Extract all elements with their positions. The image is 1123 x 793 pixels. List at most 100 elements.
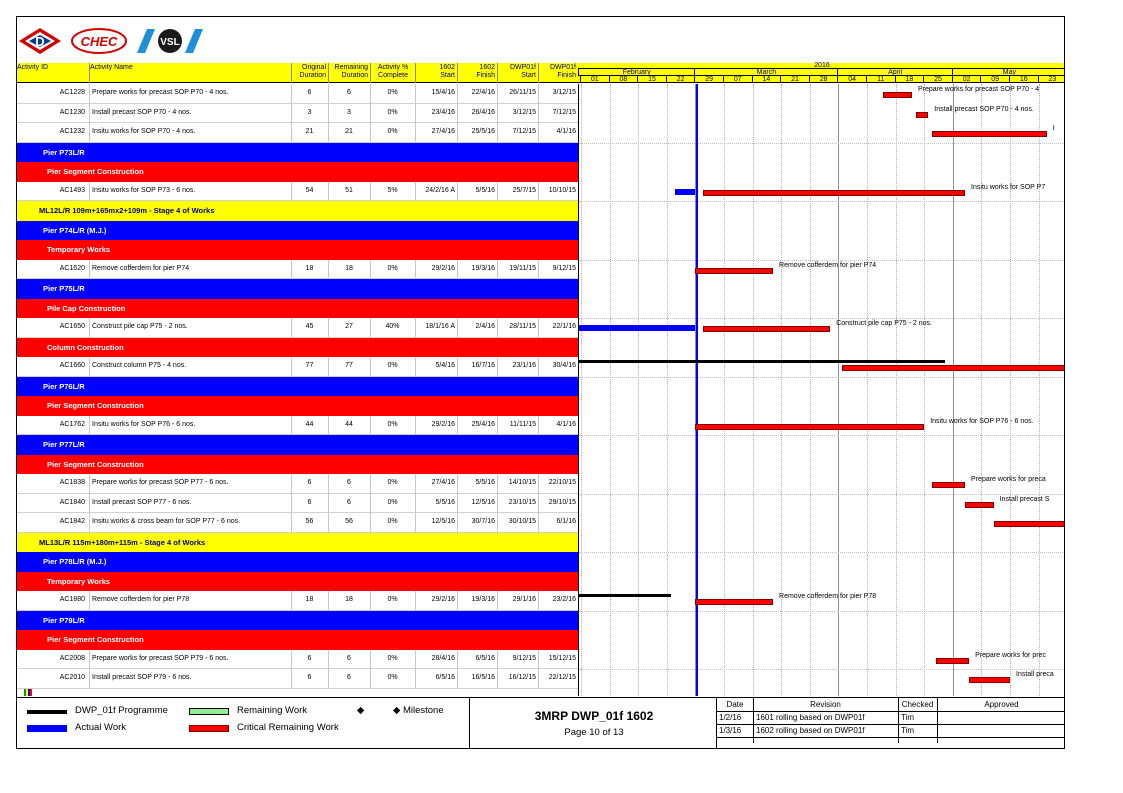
timeline-week-label: 16 xyxy=(1009,76,1038,83)
header-1602-start[interactable]: 1602 Start xyxy=(415,63,457,83)
activity-row[interactable]: AC1762 Insitu works for SOP P76 - 6 nos. 4… xyxy=(17,415,578,435)
header-remaining-duration[interactable]: Remaining Duration xyxy=(328,63,370,83)
activity-row[interactable]: AC1650 Construct pile cap P75 - 2 nos. 45 2… xyxy=(17,318,578,338)
activity-name: Insitu works for SOP P73 - 6 nos. xyxy=(92,186,196,194)
header-activity-complete[interactable]: Activity % Complete xyxy=(370,63,415,83)
baseline-bar xyxy=(579,360,945,363)
original-duration: 77 xyxy=(305,362,314,369)
wbs-title: Pier Segment Construction xyxy=(47,167,144,176)
timeline-month-label: March xyxy=(694,69,838,76)
start-1602: 29/2/16 xyxy=(431,420,455,428)
header-dwp01f-finish[interactable]: DWP01f Finish xyxy=(538,63,578,83)
activity-complete: 0% xyxy=(387,108,398,116)
activity-name: Prepare works for precast SOP P77 - 6 no… xyxy=(92,479,229,486)
week-gridline xyxy=(1010,84,1011,696)
revision-date: 1/3/16 xyxy=(719,726,742,735)
wbs-title: Pier P74L/R (M.J.) xyxy=(43,225,107,235)
activity-id: AC1230 xyxy=(59,108,85,116)
header-1602-finish[interactable]: 1602 Finish xyxy=(457,63,497,83)
title-block: 3MRP DWP_01f 1602 Page 10 of 13 xyxy=(469,698,717,748)
wbs-band-pier[interactable]: Pier P77L/R xyxy=(17,435,578,455)
wbs-band-pier[interactable]: Pier P75L/R xyxy=(17,279,578,299)
finish-1602: 6/5/16 xyxy=(475,654,495,662)
svg-text:CHEC: CHEC xyxy=(81,34,118,49)
header-dwp01f-start[interactable]: DWP01f Start xyxy=(497,63,538,83)
finish-1602: 16/7/16 xyxy=(471,362,495,369)
timeline-header: 2016 February March April May 01 08 15 22 29 07 1… xyxy=(578,62,1064,83)
dwp01f-start: 9/12/15 xyxy=(512,654,536,662)
activity-row[interactable]: AC1838 Prepare works for precast SOP P77 … xyxy=(17,474,578,494)
activity-complete: 0% xyxy=(387,89,398,96)
activity-row[interactable]: AC2010 Install precast SOP P79 - 6 nos. 6 6… xyxy=(17,669,578,689)
start-1602: 12/5/16 xyxy=(431,518,455,525)
finish-1602: 2/4/16 xyxy=(475,323,495,330)
row-gridline xyxy=(579,201,1064,202)
remaining-duration: 6 xyxy=(347,674,351,681)
wbs-band-work[interactable]: Pier Segment Construction xyxy=(17,162,578,182)
dwp01f-finish: 4/1/16 xyxy=(556,420,576,428)
header-activity-name[interactable]: Activity Name xyxy=(89,63,291,83)
activity-table: AC1228 Prepare works for precast SOP P70 … xyxy=(17,84,578,696)
original-duration: 21 xyxy=(305,128,314,135)
activity-row[interactable]: AC1493 Insitu works for SOP P73 - 6 nos. 5… xyxy=(17,181,578,201)
legend-actual-label: Actual Work xyxy=(75,722,127,733)
header-activity-id[interactable]: Activity ID xyxy=(17,64,49,71)
bar-label: Insitu works for SOP P76 - 6 nos. xyxy=(930,417,1034,425)
dwp01f-start: 26/11/15 xyxy=(509,89,536,96)
activity-row[interactable]: AC1880 Remove cofferdem for pier P78 18 18 0… xyxy=(17,591,578,611)
wbs-band-pier[interactable]: Pier P76L/R xyxy=(17,376,578,396)
header-original-duration[interactable]: Original Duration xyxy=(291,63,328,83)
critical-remaining-bar xyxy=(695,267,774,274)
finish-1602: 19/3/16 xyxy=(471,264,495,272)
wbs-band-stage[interactable]: ML12L/R 109m+165mx2+109m - Stage 4 of Wo… xyxy=(17,201,578,221)
wbs-band-pier[interactable]: Pier P74L/R (M.J.) xyxy=(17,220,578,240)
wbs-band-pier[interactable]: Pier P79L/R xyxy=(17,610,578,630)
wbs-band-stage[interactable]: ML13L/R 115m+180m+115m - Stage 4 of Work… xyxy=(17,532,578,552)
activity-row[interactable]: AC2008 Prepare works for precast SOP P79 … xyxy=(17,649,578,669)
start-1602: 27/4/16 xyxy=(431,128,455,135)
dwp01f-start: 19/11/15 xyxy=(509,264,536,272)
remaining-duration: 6 xyxy=(347,498,351,506)
activity-complete: 0% xyxy=(387,518,398,525)
activity-row[interactable]: AC1230 Install precast SOP P70 - 4 nos. 3 3… xyxy=(17,103,578,123)
row-gridline xyxy=(579,493,1064,495)
start-1602: 5/5/16 xyxy=(435,498,455,506)
wbs-band-work[interactable]: Pier Segment Construction xyxy=(17,396,578,416)
activity-row[interactable]: AC1232 Insitu works for SOP P70 - 4 nos. 2… xyxy=(17,123,578,143)
original-duration: 54 xyxy=(305,186,314,194)
wbs-title: Pier Segment Construction xyxy=(47,635,144,644)
activity-row[interactable]: AC1228 Prepare works for precast SOP P70 … xyxy=(17,84,578,104)
wbs-title: Column Construction xyxy=(47,342,124,352)
original-duration: 18 xyxy=(305,596,314,603)
wbs-title: Pier P75L/R xyxy=(43,284,85,293)
original-duration: 44 xyxy=(305,420,314,428)
activity-row[interactable]: AC1520 Remove cofferdem for pier P74 18 18 0… xyxy=(17,259,578,279)
dwp01f-start: 23/1/16 xyxy=(512,362,536,369)
wbs-title: Pier P78L/R (M.J.) xyxy=(43,557,107,566)
start-1602: 27/4/16 xyxy=(431,479,455,486)
schedule-title: 3MRP DWP_01f 1602 xyxy=(534,709,654,723)
wbs-band-work[interactable]: Temporary Works xyxy=(17,240,578,260)
wbs-band-work[interactable]: Pier Segment Construction xyxy=(17,454,578,474)
wbs-band-work[interactable]: Column Construction xyxy=(17,337,578,357)
bar-label: Remove cofferdem for pier P78 xyxy=(779,593,877,600)
timeline-week-label: 01 xyxy=(580,76,609,83)
wbs-band-pier[interactable]: Pier P73L/R xyxy=(17,142,578,162)
week-gridline xyxy=(809,84,811,696)
activity-id: AC1232 xyxy=(59,128,85,135)
activity-row[interactable]: AC1842 Insitu works & cross beam for SOP … xyxy=(17,513,578,533)
wbs-title: Temporary Works xyxy=(47,245,111,254)
wbs-band-pier[interactable]: Pier P78L/R (M.J.) xyxy=(17,552,578,572)
wbs-band-work[interactable]: Pile Cap Construction xyxy=(17,298,578,318)
activity-row[interactable]: AC1840 Install precast SOP P77 - 6 nos. 6 6… xyxy=(17,493,578,513)
wbs-band-work[interactable]: Pier Segment Construction xyxy=(17,630,578,650)
revision-header-checked: Checked xyxy=(901,700,934,709)
timeline-year: 2016 xyxy=(578,62,1064,69)
start-1602: 24/2/16 A xyxy=(425,186,455,194)
activity-row[interactable]: AC1660 Construct column P75 - 4 nos. 77 77 0… xyxy=(17,357,578,377)
wbs-band-work[interactable]: Temporary Works xyxy=(17,571,578,591)
activity-id: AC1842 xyxy=(59,518,85,525)
revision-header-date: Date xyxy=(726,700,744,709)
row-gridline xyxy=(579,552,1064,553)
activity-id: AC1650 xyxy=(59,323,85,330)
